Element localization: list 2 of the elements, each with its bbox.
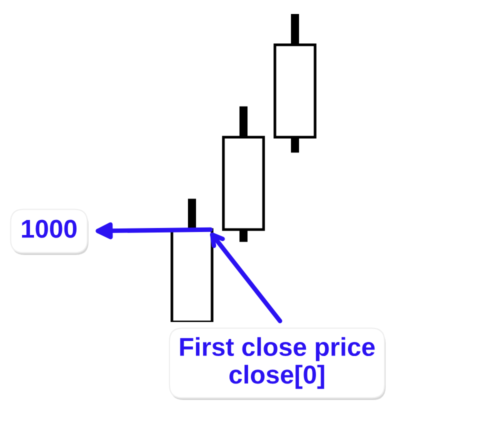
text: First close price close[0] xyxy=(180,337,375,389)
text: 1000 xyxy=(22,220,77,238)
